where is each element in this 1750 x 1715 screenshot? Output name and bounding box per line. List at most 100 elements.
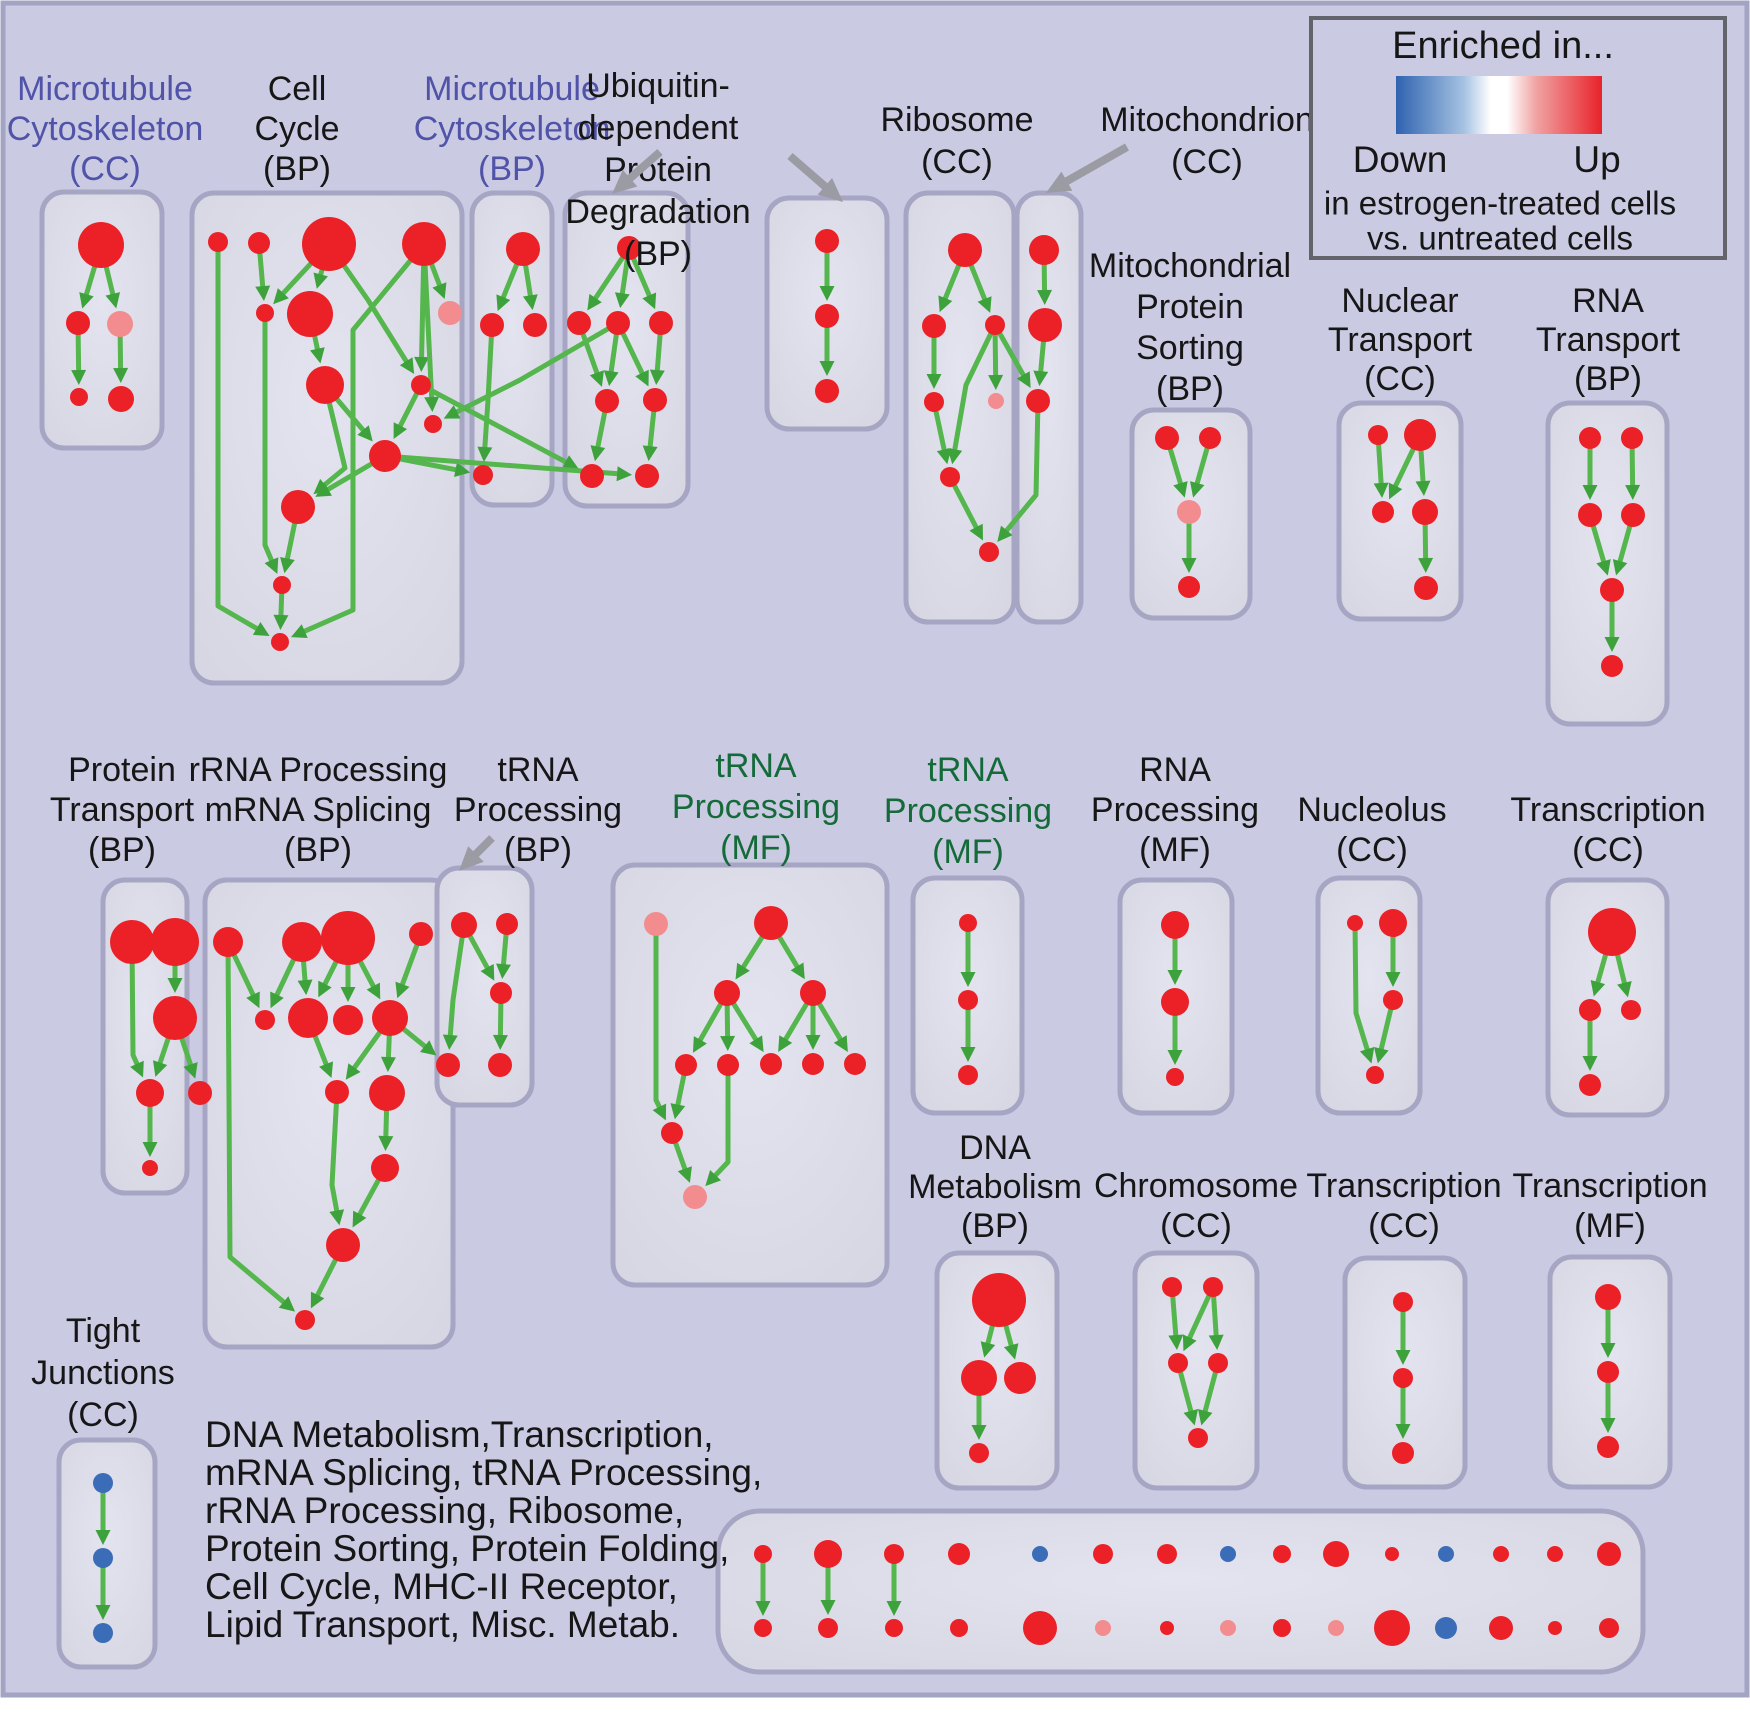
edge-c6-c8-head [310,347,325,364]
strip-node-bottom-3 [950,1619,968,1637]
edge-f6-f11-head [705,1170,722,1187]
node-g3 [958,1065,978,1085]
edge-c9-u7-head [561,455,579,469]
node-u3 [606,311,630,335]
edge-u6-u8-head [642,445,658,462]
edge-u3-c10 [450,320,620,417]
cluster-label-line: (CC) [921,143,993,181]
cluster-label-line: (BP) [1574,360,1642,398]
cluster-label-line: Processing [884,792,1052,830]
edge-q13-q14-head [310,1291,325,1309]
legend-caption-line2: vs. untreated cells [1367,220,1633,257]
node-f1 [644,912,668,936]
node-o4 [1366,1066,1384,1084]
edge-r3-r6-head [947,448,963,465]
cluster-label-line: Ribosome [880,101,1033,139]
edge-s3-s4-head [1181,558,1197,573]
node-e5 [1188,1428,1208,1448]
node-e4 [1208,1353,1228,1373]
cluster-label-line: (CC) [1364,360,1436,398]
strip-node-top-2 [884,1544,904,1564]
node-h1 [1161,911,1189,939]
node-n5 [1414,576,1438,600]
cluster-label-line: Nucleolus [1297,791,1446,829]
edge-r3-k3-head [1016,371,1031,388]
edge-c4-c14-head [290,624,308,639]
edge-o1-o4 [1352,922,1372,1056]
edge-q2-q5-head [270,991,284,1009]
node-c6 [287,291,333,337]
node-z1 [1595,1284,1621,1310]
edge-u2-u5-head [589,370,604,387]
cluster-box-nuclear-transport [1336,400,1464,622]
edge-y1-y2-head [1395,1350,1411,1365]
strip-node-top-4 [1032,1546,1048,1562]
cluster-label-line: (CC) [1368,1207,1440,1245]
cluster-label-line: Transcription [1510,791,1705,829]
edge-q3-q8-head [366,982,381,1000]
node-j1 [93,1473,113,1493]
node-m2 [66,311,90,335]
edge-v2-v3-head [819,361,835,376]
edge-n2-n4-head [1415,480,1431,497]
edge-c8-c12 [318,384,348,491]
cluster-label-line: tRNA [715,747,797,785]
node-q4 [409,922,433,946]
node-q14 [295,1310,315,1330]
cluster-label-line: RNA [1572,282,1644,320]
edge-y2-y3-head [1395,1424,1411,1439]
misc-clusters-text-line: Protein Sorting, Protein Folding, [205,1528,729,1569]
node-o2 [1379,909,1407,937]
cluster-label-line: Degradation [565,193,750,231]
cluster-box-transcription-cc-1 [1545,877,1670,1118]
edge-f3-f6-head [720,1035,736,1052]
node-t2 [1621,427,1643,449]
strip-node-bottom-9 [1328,1620,1344,1636]
edge-f3-f5-head [692,1036,707,1053]
edge-f4-f8-head [805,1035,821,1050]
edge-m1-m2-head [79,292,94,309]
cluster-label-line: Ubiquitin- [586,67,730,105]
node-u8 [635,464,659,488]
strip-node-top-9 [1323,1541,1349,1567]
cluster-label-line: DNA [959,1129,1031,1167]
cluster-label-line: rRNA Processing [189,751,448,789]
node-r6 [940,467,960,487]
node-f8 [802,1053,824,1075]
edge-c11-u8-head [616,466,633,482]
edge-e4-e5-head [1197,1409,1213,1426]
node-b2 [480,313,504,337]
edge-q4-q8-head [395,981,410,999]
edge-c1-c14 [215,242,264,634]
edge-u3-c10-head [443,405,461,419]
node-z3 [1597,1436,1619,1458]
cluster-label-line: (CC) [1336,831,1408,869]
node-f2 [754,906,788,940]
node-x3 [1621,1000,1641,1020]
legend-gradient-bar [1396,76,1602,134]
node-b4 [473,465,493,485]
edge-r1-r3-head [977,296,992,313]
cluster-label-line: Cytoskeleton [414,110,611,148]
cluster-box-trna-processing-mf-large [610,862,890,1288]
cluster-label-line: Transport [1536,321,1681,359]
cluster-label-nucleolus-label: Nucleolus(CC) [1297,791,1446,869]
legend-caption-line1: in estrogen-treated cells [1324,185,1676,222]
node-m1 [78,222,124,268]
cluster-label-line: Transcription [1306,1167,1501,1205]
edge-j1-j2-head [95,1530,111,1545]
edge-x1-x3-head [1617,981,1632,998]
cluster-label-tight-junctions-label: Tight Junctions (CC) [31,1312,175,1434]
edge-e1-e3-head [1168,1334,1184,1351]
edge-s2-s3-head [1189,481,1205,498]
node-s1 [1155,426,1179,450]
strip-edge-1-head [820,1600,836,1615]
node-h2 [1161,988,1189,1016]
node-x1 [1588,908,1636,956]
edge-c12-c13-head [280,557,295,574]
node-u1 [617,236,641,260]
